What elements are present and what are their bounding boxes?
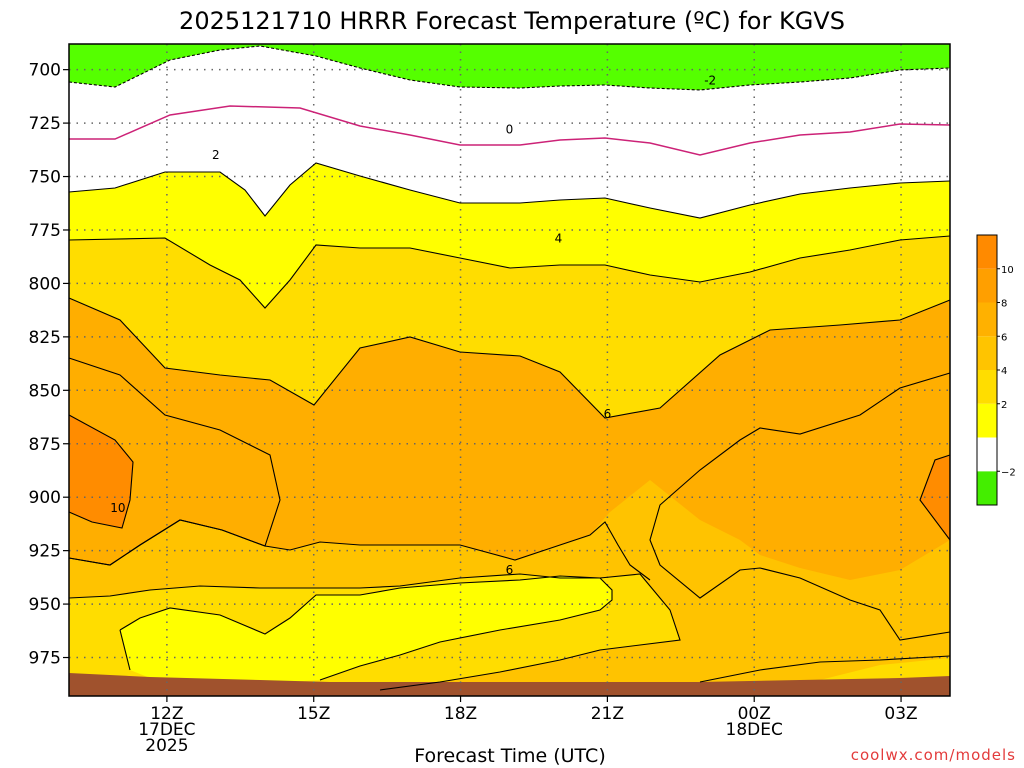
- contour-label: 6: [506, 563, 514, 577]
- y-tick-label: 900: [29, 488, 61, 508]
- contour-zero: [69, 105, 951, 156]
- contour-lines: [68, 45, 951, 691]
- contour-4-lower: [119, 575, 613, 681]
- colorbar-tick-label: 6: [1001, 332, 1007, 343]
- y-tick-label: 700: [29, 61, 61, 81]
- x-tick-label: 03Z: [884, 704, 917, 724]
- contour-label: -2: [704, 73, 716, 87]
- y-tick-label: 800: [29, 274, 61, 294]
- contour-2: [68, 162, 951, 219]
- y-tick-label: 875: [29, 435, 61, 455]
- chart-title: 2025121710 HRRR Forecast Temperature (ºC…: [179, 7, 845, 35]
- x-axis-label: Forecast Time (UTC): [414, 745, 605, 767]
- colorbar-swatch: [977, 235, 997, 269]
- x-tick-label: 21Z: [591, 704, 624, 724]
- contour-4-bottom-left: [119, 629, 131, 671]
- x-tick-label: 12Z: [150, 704, 183, 724]
- contour-labels: -2 0 2 4 6 6 10: [110, 73, 716, 577]
- y-axis: 700 725 750 775 800 825 850 875 900 925 950 975: [29, 61, 69, 669]
- plot-area: -2 0 2 4 6 6 10: [68, 43, 951, 697]
- contour-label: 0: [506, 123, 514, 137]
- contour-8-a: [68, 414, 134, 529]
- x-tick-label: 2025: [145, 736, 188, 756]
- contour-8-b: [919, 454, 951, 541]
- colorbar-tick-label: 8: [1001, 299, 1007, 310]
- colorbar-tick-label: −2: [1001, 467, 1016, 478]
- y-tick-label: 775: [29, 221, 61, 241]
- x-tick-label: 15Z: [297, 704, 330, 724]
- colorbar-swatch: [977, 336, 997, 370]
- contour-label: 2: [212, 148, 220, 162]
- contour-label-bg: [502, 121, 517, 136]
- colorbar-swatch: [977, 471, 997, 505]
- y-tick-label: 950: [29, 595, 61, 615]
- x-tick-label: 18DEC: [726, 720, 783, 740]
- colorbar-swatch: [977, 370, 997, 404]
- fill-band-below-minus2: [69, 44, 950, 90]
- contour-4: [68, 235, 951, 309]
- colorbar-tick-label: 4: [1001, 366, 1007, 377]
- y-tick-label: 725: [29, 114, 61, 134]
- contour-6-lower: [68, 573, 681, 691]
- contour-8-right: [649, 372, 951, 641]
- y-tick-label: 925: [29, 542, 61, 562]
- y-tick-label: 975: [29, 649, 61, 669]
- contour-label: 10: [110, 501, 125, 515]
- colorbar-tick-label: 10: [1001, 265, 1014, 276]
- colorbar-swatch: [977, 302, 997, 337]
- y-tick-label: 850: [29, 381, 61, 401]
- fill-band-2-4: [69, 163, 950, 683]
- contour-label: 4: [555, 232, 563, 246]
- y-tick-label: 825: [29, 328, 61, 348]
- watermark: coolwx.com/models: [851, 746, 1016, 764]
- colorbar-swatch: [977, 437, 997, 472]
- ground-terrain: [69, 673, 950, 696]
- plot-border: [68, 43, 951, 697]
- colorbar-tick-label: 2: [1001, 400, 1007, 411]
- x-tick-label: 00Z: [738, 704, 771, 724]
- colorbar-swatch: [977, 403, 997, 438]
- contour-6-upper: [68, 297, 951, 419]
- colorbar: −2 2 4 6 8 10: [976, 234, 1016, 506]
- fill-band-8-10: [69, 298, 950, 580]
- y-tick-label: 750: [29, 168, 61, 188]
- contour-4-lowest: [699, 655, 951, 683]
- x-tick-label: 17DEC: [138, 720, 195, 740]
- contour-label: 6: [604, 407, 612, 421]
- contour-6-mid: [68, 519, 651, 581]
- colorbar-swatch: [977, 268, 997, 303]
- x-tick-label: 18Z: [444, 704, 477, 724]
- fill-band-4-6: [69, 236, 950, 696]
